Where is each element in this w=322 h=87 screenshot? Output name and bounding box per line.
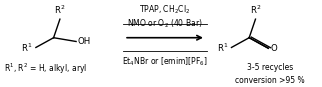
Text: 3-5 recycles: 3-5 recycles	[247, 62, 293, 72]
Text: TPAP, CH$_2$Cl$_2$: TPAP, CH$_2$Cl$_2$	[139, 4, 191, 16]
Text: R$^1$, R$^2$ = H, alkyl, aryl: R$^1$, R$^2$ = H, alkyl, aryl	[4, 61, 87, 76]
Text: R$^2$: R$^2$	[54, 3, 66, 16]
Text: Et$_4$NBr or [emim][PF$_6$]: Et$_4$NBr or [emim][PF$_6$]	[122, 55, 208, 68]
Text: conversion >95 %: conversion >95 %	[235, 76, 305, 85]
Text: NMO or O$_2$ (40 Bar): NMO or O$_2$ (40 Bar)	[127, 18, 203, 30]
Text: R$^2$: R$^2$	[250, 3, 261, 16]
Text: OH: OH	[78, 37, 91, 46]
Text: R$^1$: R$^1$	[217, 41, 228, 54]
Text: O: O	[271, 44, 278, 53]
Text: R$^1$: R$^1$	[21, 41, 33, 54]
